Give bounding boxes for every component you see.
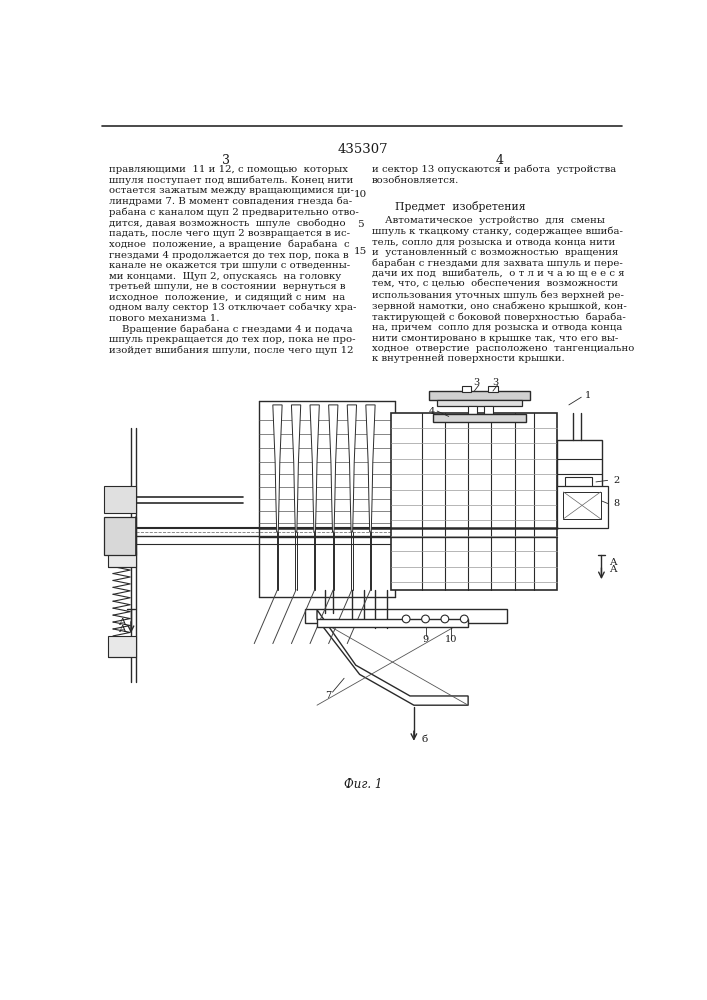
Bar (489, 386, 498, 392)
Bar (462, 386, 472, 392)
Text: 10: 10 (354, 190, 367, 199)
Text: Вращение барабана с гнездами 4 и подача
шпуль прекращается до тех пор, пока не п: Вращение барабана с гнездами 4 и подача … (109, 324, 356, 355)
Text: и сектор 13 опускаются и работа  устройства
возобновляется.: и сектор 13 опускаются и работа устройст… (372, 165, 617, 185)
Text: A: A (118, 625, 125, 634)
Bar (433, 414, 526, 422)
Text: 4: 4 (428, 407, 435, 416)
Text: 15: 15 (354, 247, 367, 256)
Bar (104, 517, 136, 555)
Text: б: б (421, 735, 428, 744)
Text: A: A (609, 558, 617, 567)
Text: 4: 4 (495, 154, 503, 167)
Circle shape (402, 615, 410, 623)
Bar (429, 391, 530, 400)
Bar (391, 413, 557, 590)
Bar (305, 609, 507, 623)
Bar (563, 492, 601, 519)
Text: 9: 9 (423, 635, 428, 644)
Text: A: A (118, 618, 125, 627)
Text: 5: 5 (357, 220, 363, 229)
Bar (565, 477, 592, 496)
Text: A: A (609, 565, 617, 574)
Bar (557, 440, 602, 517)
Polygon shape (317, 610, 468, 705)
Circle shape (460, 615, 468, 623)
Text: Фиг. 1: Фиг. 1 (344, 778, 382, 791)
Polygon shape (329, 405, 338, 532)
Polygon shape (317, 619, 468, 627)
Text: 1: 1 (585, 391, 590, 400)
Bar (484, 406, 493, 414)
Circle shape (579, 467, 585, 473)
Polygon shape (310, 405, 320, 532)
Text: 3: 3 (492, 378, 498, 387)
Bar (557, 486, 607, 528)
Polygon shape (273, 405, 282, 532)
Polygon shape (347, 405, 356, 532)
Bar (107, 636, 136, 657)
Text: 10: 10 (445, 635, 457, 644)
Bar (107, 551, 136, 567)
Text: Автоматическое  устройство  для  смены
шпуль к ткацкому станку, содержащее вшиба: Автоматическое устройство для смены шпул… (372, 216, 635, 363)
Text: 2: 2 (614, 476, 620, 485)
Text: правляющими  11 и 12, с помощью  которых
шпуля поступает под вшибатель. Конец ни: правляющими 11 и 12, с помощью которых ш… (109, 165, 359, 323)
Text: 3: 3 (221, 154, 230, 167)
Circle shape (441, 615, 449, 623)
Polygon shape (366, 405, 375, 532)
Text: 435307: 435307 (337, 143, 388, 156)
Polygon shape (291, 405, 300, 532)
Bar (468, 406, 477, 414)
Text: 8: 8 (614, 499, 620, 508)
Circle shape (421, 615, 429, 623)
Text: 3: 3 (473, 378, 479, 387)
Text: 7: 7 (325, 691, 332, 700)
Bar (104, 486, 136, 513)
Bar (437, 400, 522, 406)
Text: Предмет  изобретения: Предмет изобретения (395, 201, 526, 212)
